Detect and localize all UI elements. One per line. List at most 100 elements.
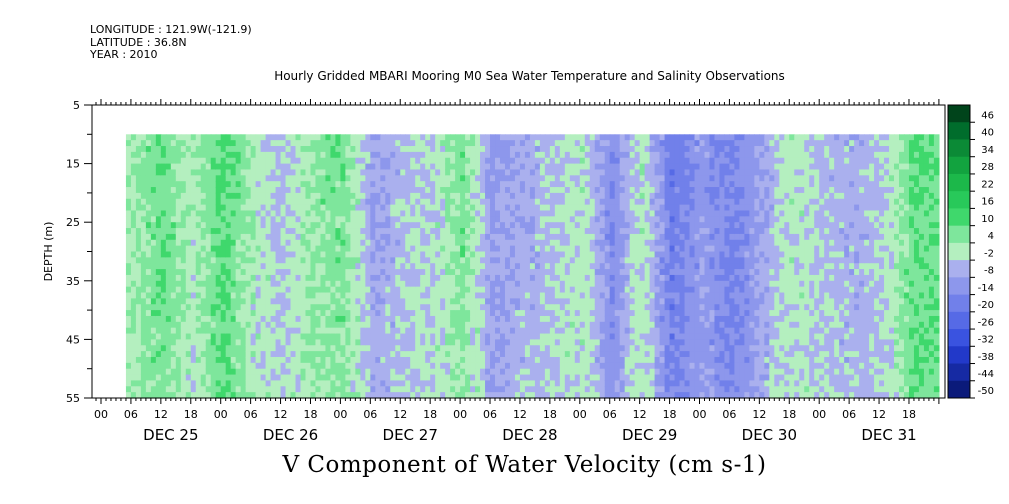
heatmap-cell <box>280 269 287 276</box>
heatmap-cell <box>629 280 636 288</box>
heatmap-cell <box>435 146 441 153</box>
heatmap-cell <box>564 239 571 247</box>
heatmap-cell <box>524 298 531 305</box>
heatmap-cell <box>245 251 252 258</box>
heatmap-cell <box>300 356 307 364</box>
heatmap-cell <box>539 204 546 212</box>
heatmap-cell <box>360 169 366 176</box>
heatmap-cell <box>609 192 616 200</box>
heatmap-cell <box>155 228 162 235</box>
heatmap-cell <box>165 351 172 358</box>
heatmap-cell <box>330 198 337 206</box>
heatmap-cell <box>275 274 282 282</box>
heatmap-cell <box>305 274 312 282</box>
heatmap-cell <box>569 222 576 229</box>
heatmap-cell <box>280 157 287 165</box>
heatmap-cell <box>644 204 651 212</box>
heatmap-cell <box>395 157 401 165</box>
heatmap-cell <box>310 204 317 212</box>
heatmap-cell <box>305 362 312 370</box>
heatmap-cell <box>325 263 332 270</box>
heatmap-cell <box>265 222 272 229</box>
heatmap-cell <box>549 251 556 258</box>
heatmap-cell <box>609 356 616 364</box>
heatmap-cell <box>425 292 431 299</box>
heatmap-cell <box>524 251 531 258</box>
heatmap-cell <box>210 257 217 264</box>
heatmap-cell <box>255 169 262 176</box>
heatmap-cell <box>290 310 297 317</box>
heatmap-cell <box>495 304 501 311</box>
heatmap-cell <box>265 134 272 141</box>
heatmap-cell <box>564 374 571 382</box>
heatmap-cell <box>475 315 481 323</box>
heatmap-cell <box>315 269 322 276</box>
heatmap-cell <box>664 204 671 212</box>
heatmap-cell <box>624 134 631 141</box>
heatmap-cell <box>270 310 277 317</box>
heatmap-cell <box>405 356 411 364</box>
heatmap-cell <box>440 233 446 241</box>
heatmap-cell <box>504 351 511 358</box>
heatmap-cell <box>564 386 571 393</box>
heatmap-cell <box>430 257 436 264</box>
heatmap-cell <box>355 310 361 317</box>
heatmap-cell <box>230 392 237 399</box>
heatmap-cell <box>275 380 282 387</box>
heatmap-cell <box>485 392 491 399</box>
heatmap-cell <box>200 192 207 200</box>
heatmap-cell <box>609 310 616 317</box>
heatmap-cell <box>245 362 252 370</box>
heatmap-cell <box>664 263 671 270</box>
heatmap-cell <box>614 233 621 241</box>
heatmap-cell <box>574 251 581 258</box>
heatmap-cell <box>360 222 366 229</box>
heatmap-cell <box>375 210 381 217</box>
heatmap-cell <box>270 245 277 253</box>
heatmap-cell <box>589 362 596 370</box>
heatmap-cell <box>584 327 591 335</box>
heatmap-cell <box>230 222 237 229</box>
heatmap-cell <box>140 146 147 153</box>
heatmap-cell <box>534 380 541 387</box>
heatmap-cell <box>270 269 277 276</box>
heatmap-cell <box>310 233 317 241</box>
heatmap-cell <box>385 321 391 329</box>
heatmap-cell <box>629 169 636 176</box>
heatmap-cell <box>624 339 631 346</box>
heatmap-cell <box>500 310 506 317</box>
heatmap-cell <box>549 257 556 264</box>
heatmap-cell <box>664 228 671 235</box>
heatmap-cell <box>669 228 676 235</box>
heatmap-cell <box>559 304 566 311</box>
heatmap-cell <box>190 146 197 153</box>
heatmap-cell <box>504 315 511 323</box>
heatmap-cell <box>480 251 486 258</box>
heatmap-cell <box>559 321 566 329</box>
heatmap-cell <box>619 362 626 370</box>
heatmap-cell <box>315 228 322 235</box>
heatmap-cell <box>564 274 571 282</box>
heatmap-cell <box>355 368 361 376</box>
heatmap-cell <box>674 298 681 305</box>
heatmap-cell <box>599 169 606 176</box>
heatmap-cell <box>649 298 656 305</box>
heatmap-cell <box>255 239 262 247</box>
heatmap-cell <box>400 181 406 188</box>
heatmap-cell <box>145 327 152 335</box>
heatmap-cell <box>265 321 272 329</box>
heatmap-cell <box>559 327 566 335</box>
heatmap-cell <box>415 368 421 376</box>
heatmap-cell <box>475 368 481 376</box>
heatmap-cell <box>210 304 217 311</box>
heatmap-cell <box>549 204 556 212</box>
heatmap-cell <box>375 169 381 176</box>
heatmap-cell <box>240 204 247 212</box>
heatmap-cell <box>355 269 361 276</box>
heatmap-cell <box>504 233 511 241</box>
heatmap-cell <box>235 140 242 147</box>
heatmap-cell <box>475 374 481 382</box>
heatmap-cell <box>230 228 237 235</box>
heatmap-cell <box>160 368 167 376</box>
heatmap-cell <box>335 140 341 147</box>
